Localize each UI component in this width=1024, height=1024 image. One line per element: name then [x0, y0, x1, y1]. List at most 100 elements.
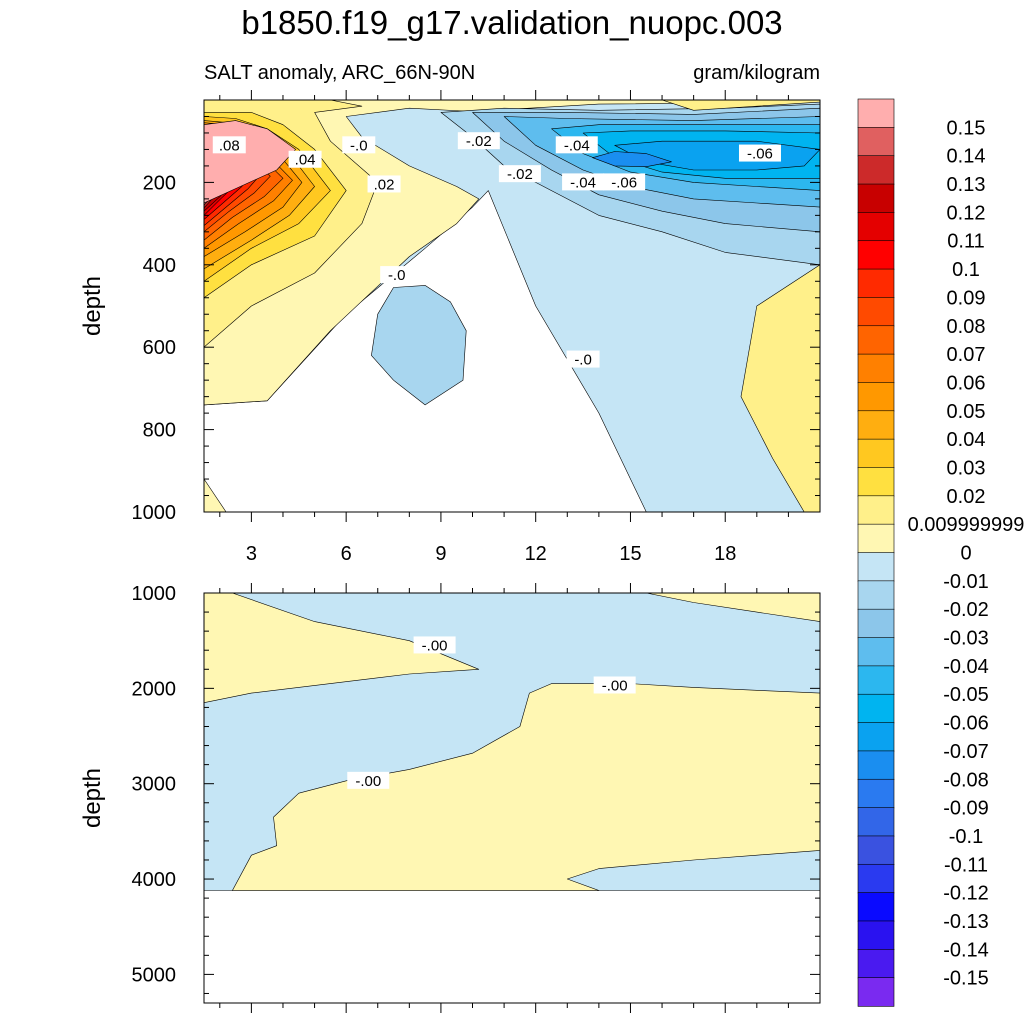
colorbar-swatch	[857, 977, 895, 1007]
y-tick-label-upper: 200	[143, 172, 176, 194]
x-tick-label: 15	[619, 543, 641, 565]
contour-label-bg	[566, 350, 600, 368]
colorbar-swatch	[857, 438, 895, 469]
colorbar-label: -0.1	[949, 826, 983, 848]
contour-label-bg	[342, 136, 376, 154]
contour-region-lower-3	[232, 683, 820, 891]
y-tick-label-lower: 4000	[132, 869, 177, 891]
contour-label-upper-2: -.0	[350, 137, 368, 154]
colorbar-swatch	[857, 212, 895, 242]
contour-label-bg	[457, 132, 500, 150]
contour-label-upper-1: .04	[295, 152, 316, 169]
colorbar-swatch	[857, 665, 895, 695]
subtitle-units: gram/kilogram	[693, 62, 820, 84]
colorbar-swatch	[857, 268, 895, 299]
contour-region-lower-2	[645, 593, 820, 622]
contour-label-upper-0: .08	[219, 137, 240, 154]
colorbar-label: -0.13	[943, 911, 989, 933]
colorbar-label: 0.09	[947, 287, 986, 309]
contour-label-upper-11: -.0	[574, 352, 592, 369]
colorbar-swatch	[857, 467, 895, 497]
contour-label-bg	[603, 173, 646, 191]
contour-label-bg	[367, 175, 401, 193]
colorbar-swatch	[857, 637, 895, 667]
colorbar-label: -0.02	[943, 599, 989, 621]
y-tick-label-lower: 1000	[132, 583, 177, 605]
x-tick-label: 18	[714, 543, 736, 565]
contour-label-upper-4: -.02	[466, 133, 492, 150]
colorbar-swatch	[857, 608, 895, 639]
x-tick-label: 3	[246, 543, 257, 565]
contour-label-bg	[413, 636, 456, 654]
contour-label-bg	[212, 136, 246, 154]
contour-label-bg	[562, 173, 605, 191]
y-tick-label-upper: 800	[143, 420, 176, 442]
colorbar-label: -0.06	[943, 713, 989, 735]
colorbar-label: 0.07	[947, 344, 986, 366]
contour-label-lower-0: -.00	[422, 637, 448, 654]
contour-label-bg	[347, 771, 390, 789]
colorbar-swatch	[857, 297, 895, 327]
colorbar-swatch	[857, 807, 895, 837]
colorbar-label: 0.1	[952, 259, 980, 281]
colorbar-label: 0	[960, 543, 971, 565]
contour-label-upper-6: -.02	[507, 166, 533, 183]
y-tick-label-lower: 3000	[132, 774, 177, 796]
colorbar-swatch	[857, 863, 895, 894]
y-tick-label-lower: 5000	[132, 964, 177, 986]
colorbar-label: 0.02	[947, 486, 986, 508]
colorbar-swatch	[857, 410, 895, 440]
colorbar: 0.15 0.14 0.13 0.12 0.11 0.1 0.09 0.08 0.07 0.06 0…	[857, 98, 1024, 1007]
contour-label-lower-2: -.00	[355, 773, 381, 790]
colorbar-label: -0.04	[943, 656, 989, 678]
axes: 200 400 600 800 1000 depth 3 6 9 12 15 18 1000 2000 30…	[79, 90, 821, 1013]
colorbar-label: 0.04	[947, 429, 986, 451]
colorbar-label: -0.01	[943, 571, 989, 593]
page-title: b1850.f19_g17.validation_nuopc.003	[241, 4, 783, 41]
y-tick-label-upper: 400	[143, 255, 176, 277]
contour-label-lower-1: -.00	[602, 677, 628, 694]
colorbar-label: -0.03	[943, 628, 989, 650]
plot-frame-lower	[203, 592, 821, 1004]
contour-label-upper-8: -.06	[611, 174, 637, 191]
colorbar-swatch	[857, 778, 895, 809]
contour-region-upper-17	[371, 285, 467, 406]
y-axis-label-lower: depth	[79, 768, 106, 828]
contour-label-upper-5: -.04	[564, 137, 590, 154]
x-tick-label: 12	[525, 543, 547, 565]
contour-label-bg	[288, 150, 322, 168]
colorbar-swatch	[857, 835, 895, 865]
y-tick-label-lower: 2000	[132, 678, 177, 700]
colorbar-swatch	[857, 127, 895, 157]
contour-region-lower-1	[204, 593, 480, 704]
x-tick-label: 6	[341, 543, 352, 565]
colorbar-label: -0.05	[943, 684, 989, 706]
colorbar-label: -0.07	[943, 741, 989, 763]
contour-region-upper-27	[204, 478, 227, 512]
colorbar-label: 0.15	[947, 117, 986, 139]
colorbar-swatch	[857, 240, 895, 270]
contour-label-upper-10: -.0	[388, 267, 406, 284]
colorbar-label: -0.09	[943, 798, 989, 820]
colorbar-label: -0.11	[944, 854, 988, 876]
colorbar-swatch	[857, 580, 895, 610]
colorbar-swatch	[857, 353, 895, 384]
contour-label-bg	[498, 165, 541, 183]
colorbar-swatch	[857, 552, 895, 582]
contour-label-upper-3: .02	[374, 176, 395, 193]
contour-region-upper-26	[661, 100, 820, 111]
y-axis-label-upper: depth	[79, 276, 106, 336]
colorbar-label: 0.08	[947, 316, 986, 338]
colorbar-swatch	[857, 523, 895, 554]
colorbar-swatch	[857, 892, 895, 922]
colorbar-swatch	[857, 920, 895, 951]
colorbar-label: 0.009999999	[908, 514, 1024, 536]
y-tick-label-upper: 600	[143, 337, 176, 359]
plot-frame-upper	[203, 99, 821, 513]
colorbar-label: -0.12	[943, 883, 989, 905]
colorbar-swatch	[857, 325, 895, 355]
colorbar-swatch	[857, 750, 895, 780]
colorbar-swatch	[857, 382, 895, 412]
colorbar-label: -0.15	[943, 968, 989, 990]
